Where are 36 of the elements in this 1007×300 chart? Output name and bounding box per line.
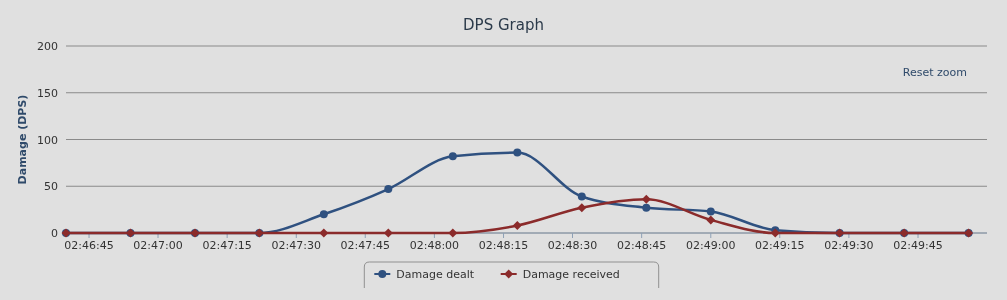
x-tick-label: 02:48:45	[616, 239, 667, 252]
point	[512, 221, 522, 231]
point	[706, 215, 716, 225]
x-tick-label: 02:48:15	[478, 239, 529, 252]
x-tick-label: 02:47:00	[133, 239, 183, 252]
chart-title: DPS Graph	[463, 16, 544, 34]
point	[577, 203, 587, 213]
x-tick-label: 02:47:45	[340, 239, 390, 252]
point	[513, 148, 522, 157]
point	[706, 207, 715, 216]
x-tick-label: 02:47:30	[271, 239, 321, 252]
y-tick-label: 150	[37, 86, 58, 100]
x-tick-label: 02:49:15	[755, 239, 805, 252]
annotation: Reset zoom	[902, 66, 967, 79]
y-axis-title: Damage (DPS)	[16, 94, 29, 185]
y-tick-label: 50	[44, 180, 58, 194]
x-tick-label: 02:47:15	[202, 239, 252, 252]
point	[448, 228, 458, 238]
y-tick-label: 200	[37, 40, 58, 53]
point	[319, 210, 328, 219]
x-tick-label: 02:49:30	[824, 239, 874, 252]
x-tick-label: 02:49:00	[686, 239, 736, 252]
x-tick-label: 02:48:30	[547, 239, 598, 252]
point	[384, 185, 393, 194]
point	[642, 203, 651, 212]
point	[319, 228, 329, 238]
x-tick-label: 02:46:45	[64, 239, 114, 252]
legend-label: Damage dealt	[396, 268, 475, 281]
x-tick-label: 02:49:45	[893, 239, 943, 252]
legend-label: Damage received	[522, 268, 620, 281]
point	[641, 194, 651, 204]
x-tick-label: 02:48:00	[409, 239, 460, 252]
y-tick-label: 0	[51, 227, 58, 240]
point	[448, 152, 457, 161]
point	[577, 192, 586, 201]
y-tick-label: 100	[37, 133, 58, 147]
